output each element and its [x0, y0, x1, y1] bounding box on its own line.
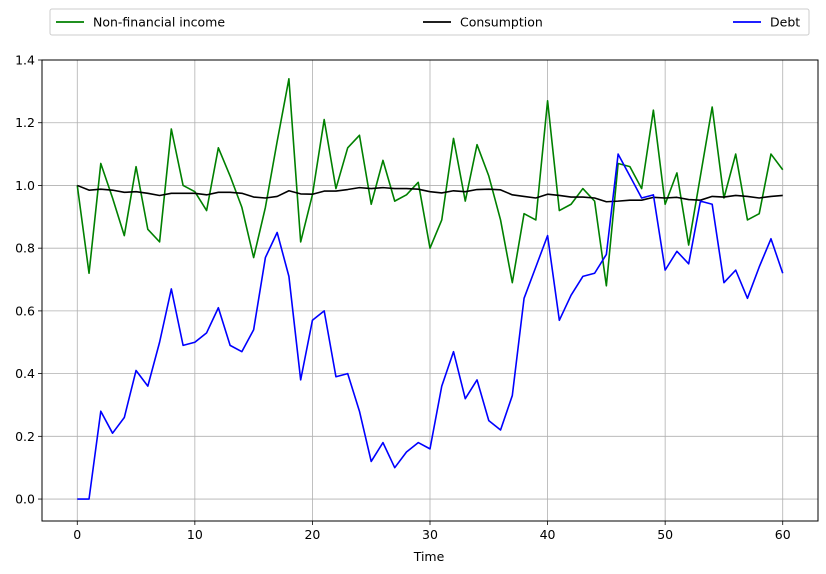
y-tick-label: 0.4: [15, 366, 35, 381]
x-tick-label: 60: [775, 527, 791, 542]
legend-label-2: Debt: [770, 15, 800, 30]
y-tick-label: 1.0: [15, 178, 35, 193]
y-tick-label: 0.2: [15, 429, 35, 444]
y-tick-label: 1.2: [15, 115, 35, 130]
series-layer: [76, 78, 784, 500]
legend-label-1: Consumption: [460, 15, 543, 30]
series-line-consumption: [76, 184, 783, 203]
y-tick-label: 1.4: [15, 53, 35, 68]
x-tick-label: 10: [187, 527, 203, 542]
legend-entry-series-1: Consumption: [423, 15, 543, 30]
x-tick-label: 20: [304, 527, 320, 542]
y-tick-label: 0.8: [15, 241, 35, 256]
grid: [42, 59, 818, 521]
y-tick-label: 0.0: [15, 492, 35, 507]
x-tick-label: 50: [657, 527, 673, 542]
legend-entry-series-0: Non-financial income: [56, 15, 225, 30]
legend-entry-series-2: Debt: [733, 15, 800, 30]
series-line-non-financial-income: [76, 78, 784, 287]
legend-label-0: Non-financial income: [93, 15, 225, 30]
y-axis-ticks: 0.0 0.2 0.4 0.6 0.8 1.0 1.2 1.4: [15, 53, 42, 507]
x-tick-label: 30: [422, 527, 438, 542]
x-axis-ticks: 0 10 20 30 40 50 60: [73, 521, 791, 542]
x-tick-label: 40: [540, 527, 556, 542]
legend: Non-financial income Consumption Debt: [49, 8, 810, 36]
x-axis-title: Time: [413, 549, 445, 564]
series-line-debt: [77, 153, 784, 500]
y-tick-label: 0.6: [15, 303, 35, 318]
x-tick-label: 0: [73, 527, 81, 542]
